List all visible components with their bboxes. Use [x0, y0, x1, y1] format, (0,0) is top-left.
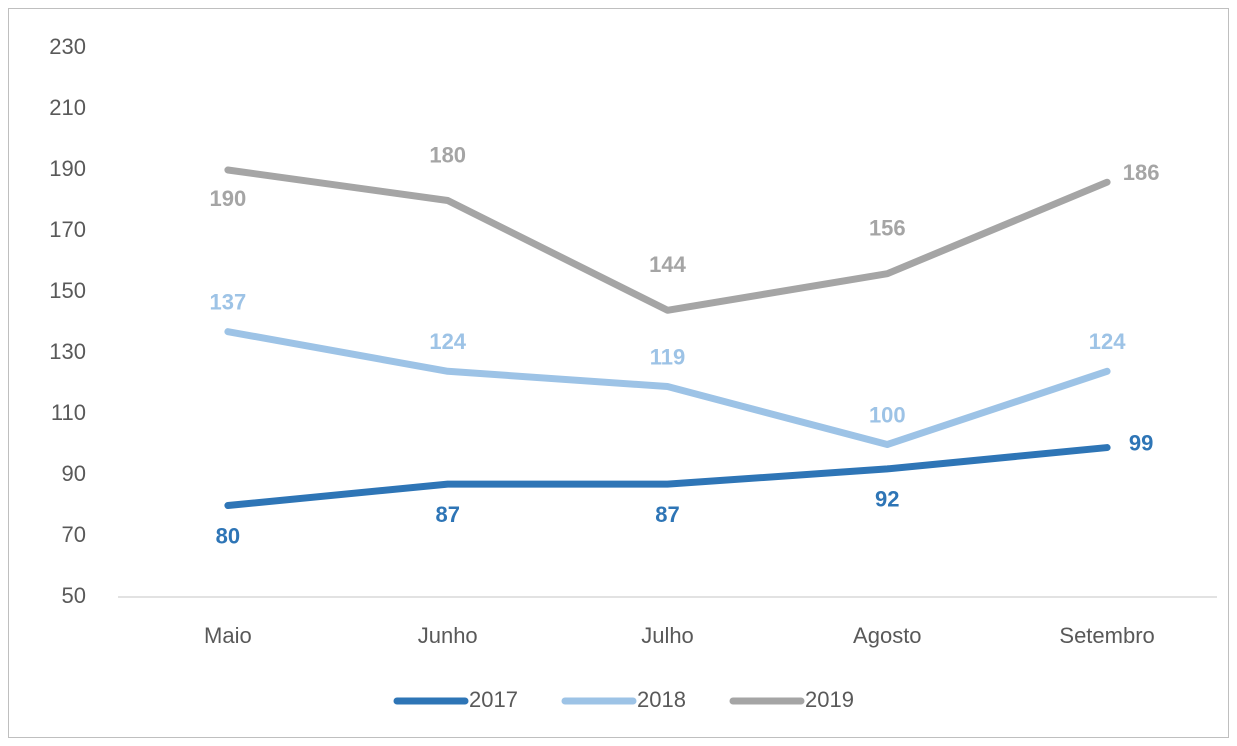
legend-label: 2018 [637, 687, 686, 712]
data-label: 80 [216, 523, 240, 548]
data-label: 92 [875, 487, 899, 512]
y-tick-label: 70 [62, 522, 86, 547]
data-label: 119 [650, 344, 686, 369]
x-tick-label: Agosto [853, 623, 922, 648]
data-label: 190 [210, 186, 247, 211]
y-tick-label: 50 [62, 583, 86, 608]
data-label: 156 [869, 216, 906, 241]
y-tick-label: 230 [49, 34, 86, 59]
legend-label: 2017 [469, 687, 518, 712]
y-tick-label: 150 [49, 278, 86, 303]
data-label: 144 [649, 252, 686, 277]
data-label: 87 [435, 502, 459, 527]
data-label: 99 [1129, 430, 1153, 455]
data-label: 124 [1089, 329, 1126, 354]
series-line [224, 444, 1111, 509]
data-label: 124 [429, 329, 466, 354]
y-tick-label: 170 [49, 217, 86, 242]
y-tick-label: 210 [49, 95, 86, 120]
data-label: 186 [1123, 160, 1160, 185]
x-tick-label: Setembro [1059, 623, 1154, 648]
series-line [224, 328, 1111, 448]
x-tick-label: Junho [418, 623, 478, 648]
x-tick-label: Julho [641, 623, 694, 648]
y-tick-label: 90 [62, 461, 86, 486]
y-tick-label: 130 [49, 339, 86, 364]
y-tick-label: 110 [51, 400, 86, 425]
series-line [224, 166, 1111, 314]
x-tick-label: Maio [204, 623, 252, 648]
data-label: 100 [869, 402, 906, 427]
data-label: 87 [655, 502, 679, 527]
data-label: 180 [429, 142, 466, 167]
chart-border [8, 8, 1229, 738]
y-tick-label: 190 [49, 156, 86, 181]
data-label: 137 [210, 289, 247, 314]
legend-label: 2019 [805, 687, 854, 712]
